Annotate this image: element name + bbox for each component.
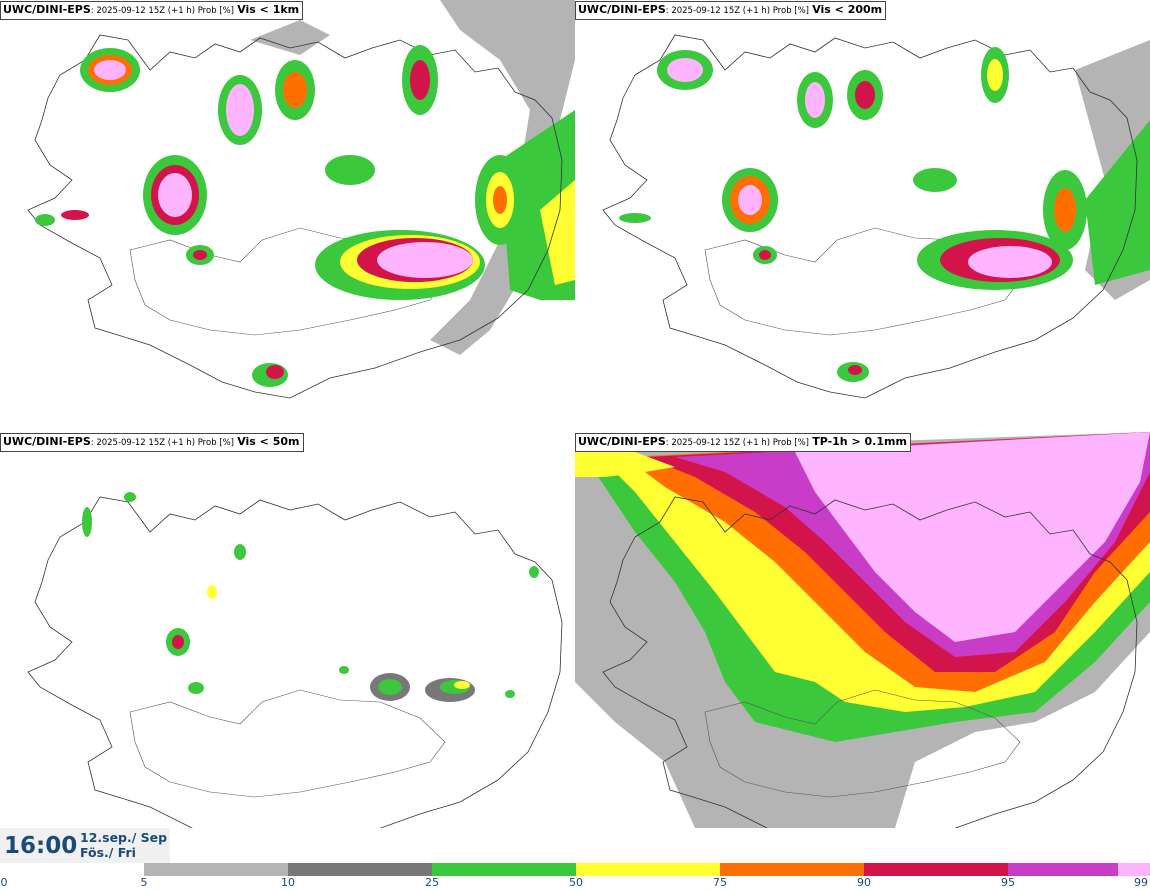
- parameter-label: Vis < 1km: [237, 3, 300, 16]
- panel-title: UWC/DINI-EPS: 2025-09-12 15Z (+1 h) Prob…: [0, 433, 304, 452]
- model-name: UWC/DINI-EPS: [3, 435, 91, 448]
- panel-title: UWC/DINI-EPS: 2025-09-12 15Z (+1 h) Prob…: [0, 1, 304, 20]
- colorbar: 0 5 10 25 50 75 90 95 99: [0, 863, 1150, 891]
- parameter-label: Vis < 200m: [812, 3, 883, 16]
- map-vis-1km: [27, 0, 575, 399]
- colorbar-tick: 95: [1001, 876, 1015, 889]
- colorbar-seg-5-10: [144, 863, 288, 876]
- run-meta: : 2025-09-12 15Z (+1 h) Prob [%]: [90, 438, 235, 448]
- colorbar-seg-75-90: [720, 863, 864, 876]
- run-meta: : 2025-09-12 15Z (+1 h) Prob [%]: [90, 6, 235, 16]
- valid-date-line2: Fös./ Fri: [80, 845, 136, 860]
- colorbar-seg-95-99: [1008, 863, 1118, 876]
- valid-time: 16:00: [4, 833, 78, 859]
- run-meta: : 2025-09-12 15Z (+1 h) Prob [%]: [665, 438, 810, 448]
- panel-title: UWC/DINI-EPS: 2025-09-12 15Z (+1 h) Prob…: [575, 433, 911, 452]
- valid-date-line1: 12.sep./ Sep: [80, 830, 168, 845]
- map-vis-200m: [602, 34, 1150, 399]
- map-vis-50m: [27, 492, 563, 828]
- run-meta: : 2025-09-12 15Z (+1 h) Prob [%]: [665, 6, 810, 16]
- colorbar-tick: 99: [1134, 876, 1148, 889]
- panel-tp-1h: UWC/DINI-EPS: 2025-09-12 15Z (+1 h) Prob…: [575, 432, 1150, 864]
- model-name: UWC/DINI-EPS: [578, 435, 666, 448]
- colorbar-tick: 25: [425, 876, 439, 889]
- panel-vis-200m: UWC/DINI-EPS: 2025-09-12 15Z (+1 h) Prob…: [575, 0, 1150, 432]
- map-tp-1h: [575, 432, 1150, 828]
- panel-title: UWC/DINI-EPS: 2025-09-12 15Z (+1 h) Prob…: [575, 1, 887, 20]
- parameter-label: TP-1h > 0.1mm: [812, 435, 907, 448]
- colorbar-tick: 50: [569, 876, 583, 889]
- valid-time-box: 16:00 12.sep./ Sep Fös./ Fri: [0, 828, 170, 863]
- panel-vis-1km: UWC/DINI-EPS: 2025-09-12 15Z (+1 h) Prob…: [0, 0, 575, 432]
- colorbar-tick: 75: [713, 876, 727, 889]
- colorbar-seg-99: [1118, 863, 1150, 876]
- colorbar-seg-90-95: [864, 863, 1008, 876]
- model-name: UWC/DINI-EPS: [3, 3, 91, 16]
- colorbar-seg-25-50: [432, 863, 576, 876]
- colorbar-tick: 0: [0, 876, 8, 889]
- panel-vis-50m: UWC/DINI-EPS: 2025-09-12 15Z (+1 h) Prob…: [0, 432, 575, 864]
- colorbar-tick: 10: [281, 876, 295, 889]
- colorbar-tick: 5: [140, 876, 148, 889]
- colorbar-seg-10-25: [288, 863, 432, 876]
- colorbar-tick: 90: [857, 876, 871, 889]
- colorbar-seg-50-75: [576, 863, 720, 876]
- parameter-label: Vis < 50m: [237, 435, 300, 448]
- model-name: UWC/DINI-EPS: [578, 3, 666, 16]
